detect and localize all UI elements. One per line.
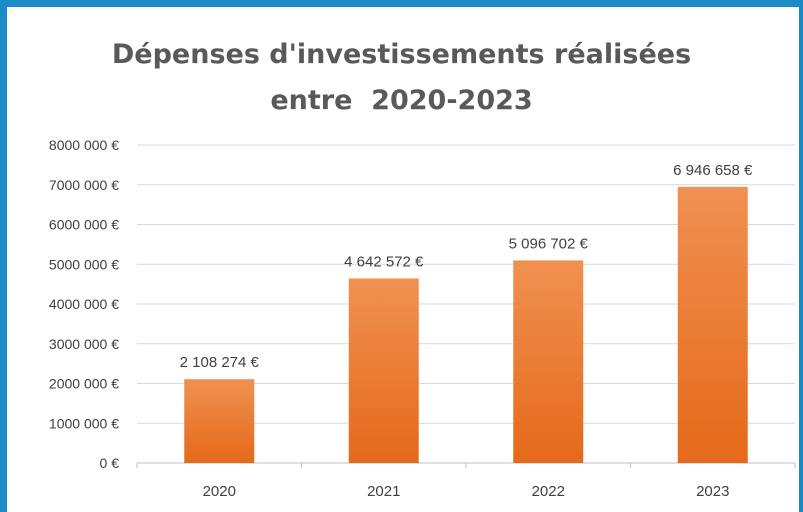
x-tick-label: 2021 bbox=[367, 483, 400, 500]
y-tick-label: 4000 000 € bbox=[49, 296, 119, 312]
y-tick-label: 8000 000 € bbox=[49, 137, 119, 153]
y-tick-label: 5000 000 € bbox=[49, 256, 119, 272]
y-tick-label: 7000 000 € bbox=[49, 177, 119, 193]
chart-title: Dépenses d'investissements réalisées ent… bbox=[0, 32, 803, 124]
y-tick-label: 3000 000 € bbox=[49, 336, 119, 352]
bar-2021 bbox=[348, 278, 419, 463]
x-tick-label: 2023 bbox=[696, 483, 729, 500]
y-tick-label: 6000 000 € bbox=[49, 217, 119, 233]
y-axis: 0 € 1000 000 € 2000 000 € 3000 000 € 4000 00… bbox=[49, 137, 119, 471]
chart-title-line-1: Dépenses d'investissements réalisées bbox=[111, 39, 692, 70]
bar-2020 bbox=[184, 379, 255, 463]
bar-2023 bbox=[677, 186, 748, 463]
data-label: 6 946 658 € bbox=[673, 162, 753, 179]
chart-title-line-2: entre 2020-2023 bbox=[270, 85, 533, 116]
data-label: 4 642 572 € bbox=[344, 253, 424, 270]
y-tick-label: 0 € bbox=[100, 455, 120, 471]
x-axis: 2020 2021 2022 2023 bbox=[136, 463, 796, 500]
x-tick-label: 2022 bbox=[532, 483, 565, 500]
y-tick-label: 2000 000 € bbox=[49, 376, 119, 392]
bars: 2 108 274 € 4 642 572 € 5 096 702 € 6 946 6… bbox=[180, 162, 753, 463]
data-label: 2 108 274 € bbox=[180, 354, 260, 371]
bar-2022 bbox=[513, 260, 584, 463]
data-label: 5 096 702 € bbox=[509, 235, 589, 252]
y-tick-label: 1000 000 € bbox=[49, 415, 119, 431]
x-tick-label: 2020 bbox=[203, 483, 236, 500]
